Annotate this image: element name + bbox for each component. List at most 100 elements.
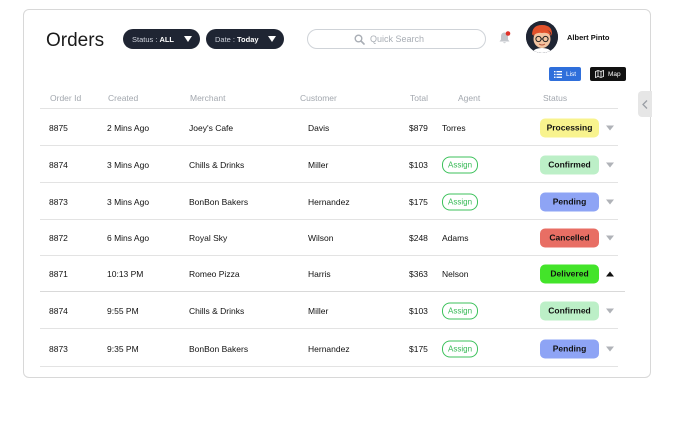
order-id-cell: 8875 <box>49 122 68 133</box>
orders-card: Orders Status : ALL Date : Today <box>23 9 652 378</box>
chevron-down-icon[interactable] <box>606 308 614 313</box>
agent-cell: Nelson <box>442 268 469 279</box>
created-cell: 3 Mins Ago <box>107 159 150 170</box>
table-row[interactable]: 8872 6 Mins Ago Royal Sky Wilson $248 Adams Ca… <box>40 219 625 256</box>
column-header-customer: Customer <box>300 93 337 103</box>
chevron-down-icon[interactable] <box>606 199 614 204</box>
total-cell: $175 <box>409 343 428 354</box>
created-cell: 6 Mins Ago <box>107 232 150 243</box>
page-title: Orders <box>46 30 105 51</box>
status-badge[interactable]: Confirmed <box>540 301 599 320</box>
customer-cell: Davis <box>308 122 330 133</box>
agent-cell: Adams <box>442 232 469 243</box>
notification-bell-icon[interactable] <box>498 31 511 45</box>
chevron-down-icon <box>268 36 276 42</box>
total-cell: $879 <box>409 122 428 133</box>
agent-cell: Torres <box>442 122 466 133</box>
status-filter-dropdown[interactable]: Status : ALL <box>123 29 200 49</box>
chevron-down-icon <box>184 36 192 42</box>
row-divider <box>40 366 618 367</box>
quick-search[interactable] <box>307 29 486 49</box>
created-cell: 10:13 PM <box>107 268 144 279</box>
chevron-up-icon[interactable] <box>606 271 614 276</box>
total-cell: $103 <box>409 305 428 316</box>
column-header-merchant: Merchant <box>190 93 226 103</box>
assign-agent-button[interactable]: Assign <box>442 302 479 319</box>
row-divider <box>40 328 618 329</box>
order-id-cell: 8873 <box>49 196 68 207</box>
assign-agent-button[interactable]: Assign <box>442 193 479 210</box>
chevron-down-icon[interactable] <box>606 162 614 167</box>
order-id-cell: 8873 <box>49 343 68 354</box>
side-panel-toggle[interactable] <box>638 91 652 117</box>
customer-cell: Miller <box>308 305 329 316</box>
search-input[interactable] <box>370 34 480 44</box>
total-cell: $363 <box>409 268 428 279</box>
list-icon <box>554 70 562 78</box>
status-badge[interactable]: Cancelled <box>540 228 599 247</box>
status-filter-value: ALL <box>159 34 175 44</box>
table-row[interactable]: 8871 10:13 PM Romeo Pizza Harris $363 Nelson D… <box>40 255 625 292</box>
total-cell: $248 <box>409 232 428 243</box>
created-cell: 9:55 PM <box>107 305 139 316</box>
map-icon <box>595 70 604 78</box>
header-divider <box>40 108 618 109</box>
table-row[interactable]: 8873 3 Mins Ago BonBon Bakers Hernandez $175… <box>40 183 625 220</box>
assign-agent-button[interactable]: Assign <box>442 340 479 357</box>
chevron-down-icon[interactable] <box>606 346 614 351</box>
customer-cell: Wilson <box>308 232 334 243</box>
row-divider <box>40 255 618 256</box>
chevron-down-icon[interactable] <box>606 235 614 240</box>
status-badge[interactable]: Confirmed <box>540 155 599 174</box>
order-id-cell: 8871 <box>49 268 68 279</box>
merchant-cell: Royal Sky <box>189 232 228 243</box>
column-header-status: Status <box>543 93 568 103</box>
row-divider <box>40 182 618 183</box>
user-name: Albert Pinto <box>567 33 610 42</box>
list-view-label: List <box>566 70 577 78</box>
assign-agent-button[interactable]: Assign <box>442 156 479 173</box>
customer-cell: Miller <box>308 159 329 170</box>
column-header-created: Created <box>108 93 139 103</box>
chevron-down-icon[interactable] <box>606 125 614 130</box>
row-divider <box>40 291 625 292</box>
created-cell: 3 Mins Ago <box>107 196 150 207</box>
avatar[interactable] <box>526 21 558 53</box>
column-header-order-id: Order Id <box>50 93 82 103</box>
column-header-total: Total <box>410 93 428 103</box>
total-cell: $175 <box>409 196 428 207</box>
user-avatar-icon <box>526 21 558 53</box>
merchant-cell: Romeo Pizza <box>189 268 240 279</box>
merchant-cell: Joey's Cafe <box>189 122 234 133</box>
row-divider <box>40 145 618 146</box>
row-divider <box>40 219 618 220</box>
date-filter-label: Date : <box>215 34 236 44</box>
created-cell: 9:35 PM <box>107 343 139 354</box>
merchant-cell: Chills & Drinks <box>189 159 245 170</box>
merchant-cell: BonBon Bakers <box>189 196 249 207</box>
order-id-cell: 8872 <box>49 232 68 243</box>
table-row[interactable]: 8873 9:35 PM BonBon Bakers Hernandez $175 Ass… <box>40 330 625 367</box>
map-view-button[interactable]: Map <box>590 67 626 81</box>
column-header-agent: Agent <box>458 93 481 103</box>
status-badge[interactable]: Delivered <box>540 264 599 283</box>
order-id-cell: 8874 <box>49 159 68 170</box>
status-badge[interactable]: Processing <box>540 118 599 137</box>
status-filter-label: Status : <box>132 34 158 44</box>
table-row[interactable]: 8874 9:55 PM Chills & Drinks Miller $103 Assi… <box>40 292 625 329</box>
created-cell: 2 Mins Ago <box>107 122 150 133</box>
total-cell: $103 <box>409 159 428 170</box>
status-badge[interactable]: Pending <box>540 192 599 211</box>
customer-cell: Hernandez <box>308 343 350 354</box>
date-filter-dropdown[interactable]: Date : Today <box>206 29 284 49</box>
status-badge[interactable]: Pending <box>540 339 599 358</box>
order-id-cell: 8874 <box>49 305 68 316</box>
table-row[interactable]: 8874 3 Mins Ago Chills & Drinks Miller $103 A… <box>40 146 625 183</box>
map-view-label: Map <box>608 70 621 78</box>
list-view-button[interactable]: List <box>549 67 582 81</box>
chevron-left-icon <box>642 99 648 109</box>
search-icon <box>354 34 365 45</box>
table-row[interactable]: 8875 2 Mins Ago Joey's Cafe Davis $879 Torres… <box>40 109 625 146</box>
customer-cell: Hernandez <box>308 196 350 207</box>
merchant-cell: Chills & Drinks <box>189 305 245 316</box>
